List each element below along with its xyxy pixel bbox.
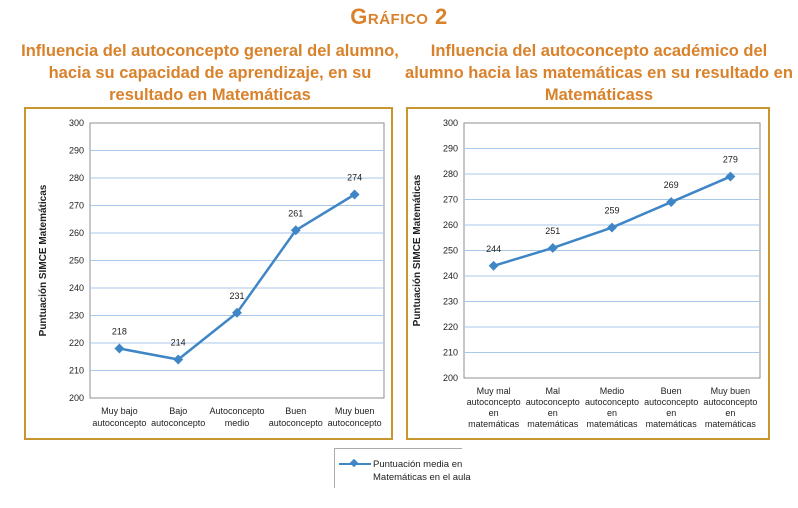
right-x-tick-label: Mal autoconcepto en matemáticas [526, 386, 580, 429]
right-y-tick-label: 300 [443, 118, 458, 128]
left-x-tick-label-line: Buen [285, 406, 306, 416]
left-data-point [114, 343, 125, 354]
left-y-tick-label: 220 [69, 338, 84, 348]
right-data-point [488, 260, 499, 271]
right-y-tick-label: 210 [443, 348, 458, 358]
right-x-tick-label-line: matemáticas [527, 419, 579, 429]
left-x-tick-label-line: medio [225, 418, 250, 428]
right-x-tick-label-line: autoconcepto [467, 397, 521, 407]
chart-frame-left: 200 210 220 230 240 250 260 270 280 290 300 Muy baj… [24, 107, 393, 440]
left-x-tick-label: Muy bajo autoconcepto [92, 406, 146, 428]
legend: Puntuación media en Matemáticas en el au… [334, 448, 471, 488]
right-y-tick-label: 220 [443, 322, 458, 332]
left-y-tick-label: 300 [69, 118, 84, 128]
left-y-tick-label: 290 [69, 146, 84, 156]
legend-label: Puntuación media en Matemáticas en el au… [373, 458, 473, 484]
left-x-tick-label-line: autoconcepto [328, 418, 382, 428]
left-x-tick-label: Buen autoconcepto [269, 406, 323, 428]
left-x-tick-label-line: autoconcepto [92, 418, 146, 428]
right-data-point [725, 171, 736, 182]
right-y-axis-label: Puntuación SIMCE Matemáticas [412, 174, 423, 326]
right-data-label: 251 [545, 226, 560, 236]
left-data-label: 274 [347, 173, 362, 183]
left-x-tick-label-line: autoconcepto [269, 418, 323, 428]
chart-title-right: Influencia del autoconcepto académico de… [405, 42, 793, 104]
left-data-label: 261 [288, 208, 303, 218]
left-data-point [290, 225, 301, 236]
legend-swatch [339, 459, 371, 468]
right-x-tick-label-line: en [666, 408, 676, 418]
right-series-line [493, 175, 731, 267]
left-x-tick-label-line: Muy buen [335, 406, 375, 416]
left-x-tick-label-line: Autoconcepto [209, 406, 264, 416]
left-y-axis-label: Puntuación SIMCE Matemáticas [38, 184, 49, 336]
left-x-tick-label: Muy buen autoconcepto [328, 406, 382, 428]
right-x-tick-label-line: en [489, 408, 499, 418]
right-x-tick-label-line: Medio [600, 386, 625, 396]
left-y-tick-label: 200 [69, 393, 84, 403]
left-x-tick-label-line: Bajo [169, 406, 187, 416]
right-x-tick-label-line: en [725, 408, 735, 418]
right-x-tick-label-line: Muy mal [477, 386, 511, 396]
right-x-tick-label-line: autoconcepto [526, 397, 580, 407]
right-y-tick-label: 280 [443, 169, 458, 179]
legend-line-1: Puntuación media en [373, 459, 463, 470]
chart-frame-right: 200 210 220 230 240 250 260 270 280 290 300 Muy mal… [406, 107, 770, 440]
right-data-label: 259 [604, 206, 619, 216]
left-y-tick-label: 280 [69, 173, 84, 183]
left-x-tick-label: Autoconcepto medio [209, 406, 264, 428]
right-x-tick-label-line: autoconcepto [644, 397, 698, 407]
right-x-tick-label-line: autoconcepto [703, 397, 757, 407]
right-y-tick-label: 200 [443, 373, 458, 383]
right-x-tick-label-line: Mal [546, 386, 561, 396]
right-y-tick-label: 240 [443, 271, 458, 281]
left-x-tick-label: Bajo autoconcepto [151, 406, 205, 428]
line-chart-left: 200 210 220 230 240 250 260 270 280 290 300 Muy baj… [38, 118, 385, 428]
left-x-tick-label-line: autoconcepto [151, 418, 205, 428]
left-y-tick-label: 230 [69, 311, 84, 321]
right-x-tick-label: Buen autoconcepto en matemáticas [644, 386, 698, 429]
right-data-point [547, 243, 558, 253]
right-x-tick-label: Medio autoconcepto en matemáticas [585, 386, 639, 429]
left-data-point [349, 189, 360, 200]
chart-title-left: Influencia del autoconcepto general del … [21, 42, 399, 104]
right-y-tick-label: 260 [443, 220, 458, 230]
left-data-label: 218 [112, 327, 127, 337]
right-x-tick-label-line: Buen [661, 386, 682, 396]
left-y-tick-label: 240 [69, 283, 84, 293]
left-series-line [119, 193, 356, 361]
left-data-label: 214 [171, 338, 186, 348]
right-y-tick-label: 230 [443, 297, 458, 307]
right-y-tick-label: 270 [443, 195, 458, 205]
right-data-label: 279 [723, 155, 738, 165]
left-data-label: 231 [229, 291, 244, 301]
left-y-tick-label: 210 [69, 366, 84, 376]
right-data-point [607, 222, 617, 233]
right-x-tick-label-line: matemáticas [705, 419, 757, 429]
right-x-tick-label-line: matemáticas [468, 419, 520, 429]
left-y-tick-label: 260 [69, 228, 84, 238]
right-y-tick-label: 250 [443, 246, 458, 256]
line-chart-right: 200 210 220 230 240 250 260 270 280 290 300 Muy mal… [412, 118, 761, 429]
figure-title: Gráfico 2 [350, 4, 448, 29]
left-data-point [232, 307, 242, 318]
right-x-tick-label-line: matemáticas [586, 419, 638, 429]
right-x-tick-label: Muy buen autoconcepto en matemáticas [703, 386, 757, 429]
right-x-tick-label-line: autoconcepto [585, 397, 639, 407]
legend-line-2: Matemáticas en el aula [373, 472, 471, 483]
right-data-label: 244 [486, 244, 501, 254]
right-x-tick-label-line: en [607, 408, 617, 418]
right-data-point [666, 197, 677, 207]
left-x-tick-label-line: Muy bajo [101, 406, 138, 416]
right-x-tick-label: Muy mal autoconcepto en matemáticas [467, 386, 521, 429]
left-y-tick-label: 270 [69, 201, 84, 211]
right-x-tick-label-line: en [548, 408, 558, 418]
left-data-point [173, 354, 184, 365]
left-y-tick-label: 250 [69, 256, 84, 266]
right-x-tick-label-line: matemáticas [646, 419, 698, 429]
right-data-label: 269 [664, 180, 679, 190]
right-y-tick-label: 290 [443, 144, 458, 154]
right-x-tick-label-line: Muy buen [711, 386, 751, 396]
